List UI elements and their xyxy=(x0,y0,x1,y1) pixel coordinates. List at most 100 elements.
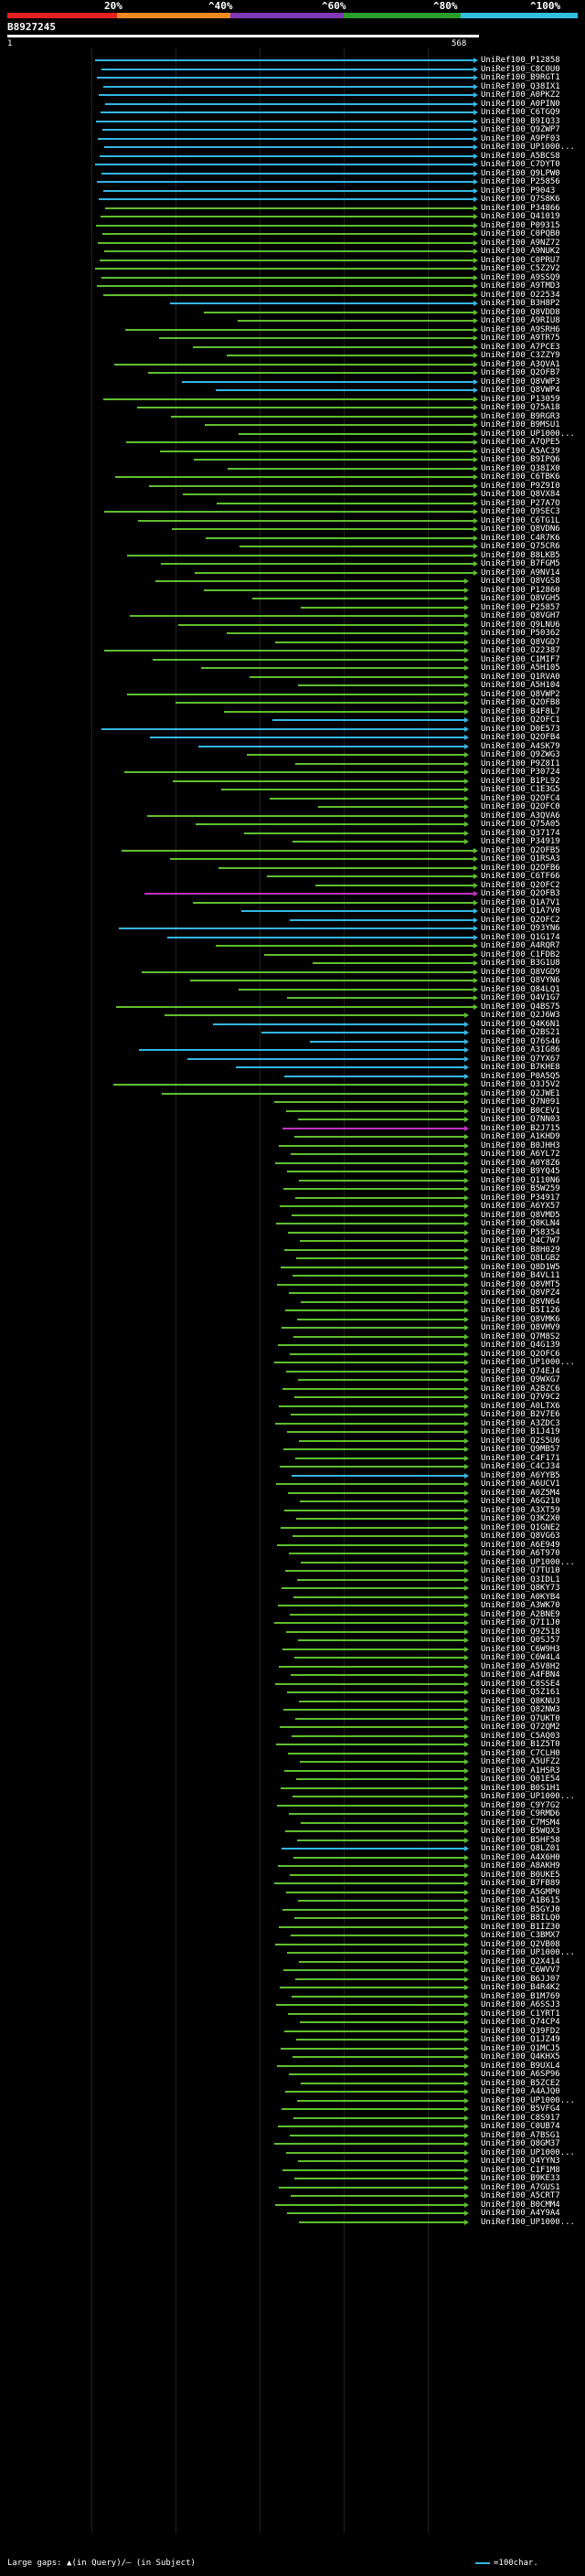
hit-line[interactable] xyxy=(99,94,473,96)
hit-label[interactable]: UniRef100_Q72QM2 xyxy=(481,1723,560,1732)
hit-label[interactable]: UniRef100_A6UCV1 xyxy=(481,1479,560,1489)
hit-line[interactable] xyxy=(274,1882,464,1884)
hit-label[interactable]: UniRef100_C6TGQ9 xyxy=(481,108,560,117)
hit-label[interactable]: UniRef100_UP1000... xyxy=(481,2147,575,2157)
hit-line[interactable] xyxy=(97,285,473,287)
hit-line[interactable] xyxy=(183,493,473,495)
hit-label[interactable]: UniRef100_Q9LNU6 xyxy=(481,620,560,630)
hit-label[interactable]: UniRef100_A0Y8Z6 xyxy=(481,1158,560,1168)
hit-label[interactable]: UniRef100_Q8VGD7 xyxy=(481,637,560,647)
hit-line[interactable] xyxy=(315,884,473,886)
hit-line[interactable] xyxy=(289,2073,464,2075)
hit-label[interactable]: UniRef100_B8H029 xyxy=(481,1245,560,1255)
hit-label[interactable]: UniRef100_A3QVA6 xyxy=(481,811,560,821)
hit-line[interactable] xyxy=(281,1266,464,1268)
hit-line[interactable] xyxy=(100,154,473,157)
hit-line[interactable] xyxy=(114,363,473,366)
hit-label[interactable]: UniRef100_P58354 xyxy=(481,1227,560,1237)
hit-line[interactable] xyxy=(288,1491,464,1494)
hit-label[interactable]: UniRef100_Q7TU10 xyxy=(481,1566,560,1575)
hit-line[interactable] xyxy=(171,415,473,418)
hit-line[interactable] xyxy=(218,866,473,869)
hit-label[interactable]: UniRef100_C8SSE4 xyxy=(481,1679,560,1689)
hit-line[interactable] xyxy=(104,250,473,252)
hit-line[interactable] xyxy=(294,2178,464,2179)
hit-label[interactable]: UniRef100_Q8D1W5 xyxy=(481,1262,560,1272)
hit-line[interactable] xyxy=(296,1257,464,1259)
hit-label[interactable]: UniRef100_P25857 xyxy=(481,602,560,612)
hit-label[interactable]: UniRef100_B9RGT1 xyxy=(481,73,560,82)
hit-line[interactable] xyxy=(122,849,473,852)
hit-label[interactable]: UniRef100_C6W9H3 xyxy=(481,1644,560,1654)
hit-line[interactable] xyxy=(286,1630,464,1633)
hit-line[interactable] xyxy=(282,1127,464,1129)
hit-label[interactable]: UniRef100_A5BCS8 xyxy=(481,151,560,161)
hit-line[interactable] xyxy=(298,1900,464,1902)
hit-label[interactable]: UniRef100_Q2OFC2 xyxy=(481,915,560,925)
hit-line[interactable] xyxy=(289,1292,464,1294)
hit-line[interactable] xyxy=(286,2151,464,2154)
hit-line[interactable] xyxy=(274,1101,464,1103)
hit-label[interactable]: UniRef100_Q2X414 xyxy=(481,1956,560,1966)
hit-label[interactable]: UniRef100_A6T970 xyxy=(481,1549,560,1558)
hit-label[interactable]: UniRef100_B1J419 xyxy=(481,1427,560,1436)
hit-line[interactable] xyxy=(291,1414,464,1415)
hit-line[interactable] xyxy=(283,1188,464,1190)
hit-line[interactable] xyxy=(296,2039,464,2041)
hit-line[interactable] xyxy=(244,832,464,834)
hit-label[interactable]: UniRef100_A0Z5M4 xyxy=(481,1488,560,1498)
hit-label[interactable]: UniRef100_Q5Z161 xyxy=(481,1688,560,1697)
hit-label[interactable]: UniRef100_C7DYT0 xyxy=(481,160,560,169)
hit-line[interactable] xyxy=(286,1370,464,1373)
hit-label[interactable]: UniRef100_B1Z5T0 xyxy=(481,1740,560,1749)
hit-line[interactable] xyxy=(126,441,473,443)
hit-line[interactable] xyxy=(97,181,473,183)
hit-line[interactable] xyxy=(288,1231,464,1234)
hit-label[interactable]: UniRef100_B1M769 xyxy=(481,1991,560,2001)
hit-line[interactable] xyxy=(264,953,473,956)
hit-label[interactable]: UniRef100_Q8LZ01 xyxy=(481,1844,560,1853)
hit-line[interactable] xyxy=(149,484,473,487)
hit-line[interactable] xyxy=(172,528,473,530)
hit-label[interactable]: UniRef100_UP1000... xyxy=(481,1557,575,1567)
hit-label[interactable]: UniRef100_B9RGR3 xyxy=(481,411,560,421)
hit-label[interactable]: UniRef100_A5V8H2 xyxy=(481,1661,560,1671)
hit-label[interactable]: UniRef100_A9NV14 xyxy=(481,567,560,578)
hit-line[interactable] xyxy=(274,1622,464,1624)
hit-line[interactable] xyxy=(275,1161,464,1164)
hit-label[interactable]: UniRef100_A5UFZ2 xyxy=(481,1757,560,1766)
hit-label[interactable]: UniRef100_B1PL92 xyxy=(481,776,560,786)
hit-line[interactable] xyxy=(282,1848,464,1850)
hit-label[interactable]: UniRef100_Q9ZWG3 xyxy=(481,750,560,759)
hit-label[interactable]: UniRef100_B5W259 xyxy=(481,1184,560,1193)
hit-label[interactable]: UniRef100_C0PQB0 xyxy=(481,229,560,239)
hit-label[interactable]: UniRef100_Q39FD2 xyxy=(481,2026,560,2036)
hit-line[interactable] xyxy=(137,407,473,408)
hit-label[interactable]: UniRef100_Q1GNE2 xyxy=(481,1522,560,1532)
hit-line[interactable] xyxy=(283,1969,464,1971)
hit-label[interactable]: UniRef100_C1E3G5 xyxy=(481,785,560,794)
hit-label[interactable]: UniRef100_A6SSJ3 xyxy=(481,2000,560,2009)
hit-label[interactable]: UniRef100_Q8VMT5 xyxy=(481,1279,560,1289)
hit-label[interactable]: UniRef100_A1KHD9 xyxy=(481,1132,560,1141)
hit-label[interactable]: UniRef100_B2J715 xyxy=(481,1123,560,1133)
hit-line[interactable] xyxy=(313,962,473,964)
hit-label[interactable]: UniRef100_Q01E54 xyxy=(481,1775,560,1784)
hit-label[interactable]: UniRef100_A6E949 xyxy=(481,1540,560,1550)
hit-label[interactable]: UniRef100_B4R4K2 xyxy=(481,1983,560,1992)
hit-line[interactable] xyxy=(296,1518,464,1520)
hit-label[interactable]: UniRef100_Q8VDD8 xyxy=(481,307,560,317)
hit-label[interactable]: UniRef100_A6SP96 xyxy=(481,2070,560,2079)
hit-label[interactable]: UniRef100_P9Z9I0 xyxy=(481,481,560,491)
hit-line[interactable] xyxy=(279,1144,464,1147)
hit-line[interactable] xyxy=(101,111,473,113)
hit-line[interactable] xyxy=(224,710,464,713)
hit-line[interactable] xyxy=(298,684,464,686)
hit-label[interactable]: UniRef100_A6YYB5 xyxy=(481,1470,560,1480)
hit-line[interactable] xyxy=(292,1796,464,1797)
hit-line[interactable] xyxy=(294,1657,464,1659)
hit-line[interactable] xyxy=(282,1327,464,1329)
hit-line[interactable] xyxy=(125,328,473,331)
hit-label[interactable]: UniRef100_Q3J5V2 xyxy=(481,1080,560,1089)
hit-label[interactable]: UniRef100_C3ZZY9 xyxy=(481,351,560,360)
